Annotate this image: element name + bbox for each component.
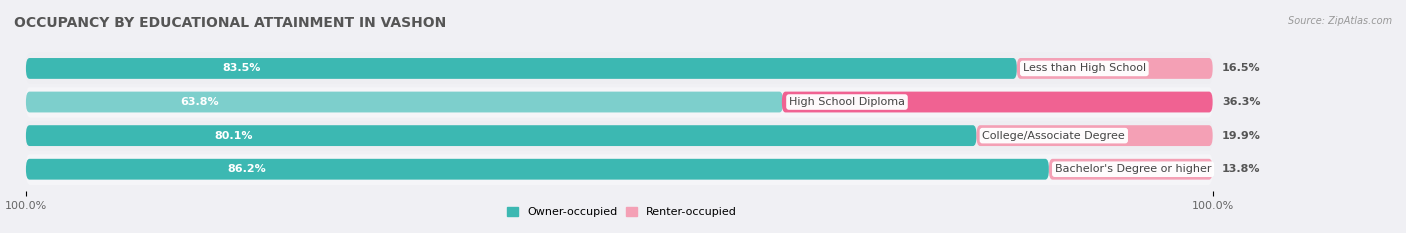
Text: Bachelor's Degree or higher: Bachelor's Degree or higher: [1054, 164, 1212, 174]
FancyBboxPatch shape: [1049, 159, 1212, 180]
Text: 13.8%: 13.8%: [1222, 164, 1261, 174]
Text: 83.5%: 83.5%: [222, 63, 260, 73]
FancyBboxPatch shape: [25, 52, 1212, 84]
Text: OCCUPANCY BY EDUCATIONAL ATTAINMENT IN VASHON: OCCUPANCY BY EDUCATIONAL ATTAINMENT IN V…: [14, 16, 446, 30]
Legend: Owner-occupied, Renter-occupied: Owner-occupied, Renter-occupied: [508, 207, 737, 217]
Text: 36.3%: 36.3%: [1222, 97, 1261, 107]
Text: 86.2%: 86.2%: [228, 164, 267, 174]
Text: 16.5%: 16.5%: [1222, 63, 1261, 73]
FancyBboxPatch shape: [25, 153, 1212, 185]
FancyBboxPatch shape: [25, 125, 977, 146]
FancyBboxPatch shape: [977, 125, 1212, 146]
Text: 19.9%: 19.9%: [1222, 131, 1261, 141]
FancyBboxPatch shape: [25, 92, 783, 113]
FancyBboxPatch shape: [25, 159, 1049, 180]
Text: College/Associate Degree: College/Associate Degree: [983, 131, 1125, 141]
FancyBboxPatch shape: [782, 92, 1212, 113]
FancyBboxPatch shape: [25, 120, 1212, 152]
FancyBboxPatch shape: [1017, 58, 1212, 79]
FancyBboxPatch shape: [25, 58, 1017, 79]
Text: High School Diploma: High School Diploma: [789, 97, 905, 107]
Text: Source: ZipAtlas.com: Source: ZipAtlas.com: [1288, 16, 1392, 26]
Text: Less than High School: Less than High School: [1022, 63, 1146, 73]
FancyBboxPatch shape: [25, 86, 1212, 118]
Text: 63.8%: 63.8%: [180, 97, 219, 107]
Text: 80.1%: 80.1%: [215, 131, 253, 141]
